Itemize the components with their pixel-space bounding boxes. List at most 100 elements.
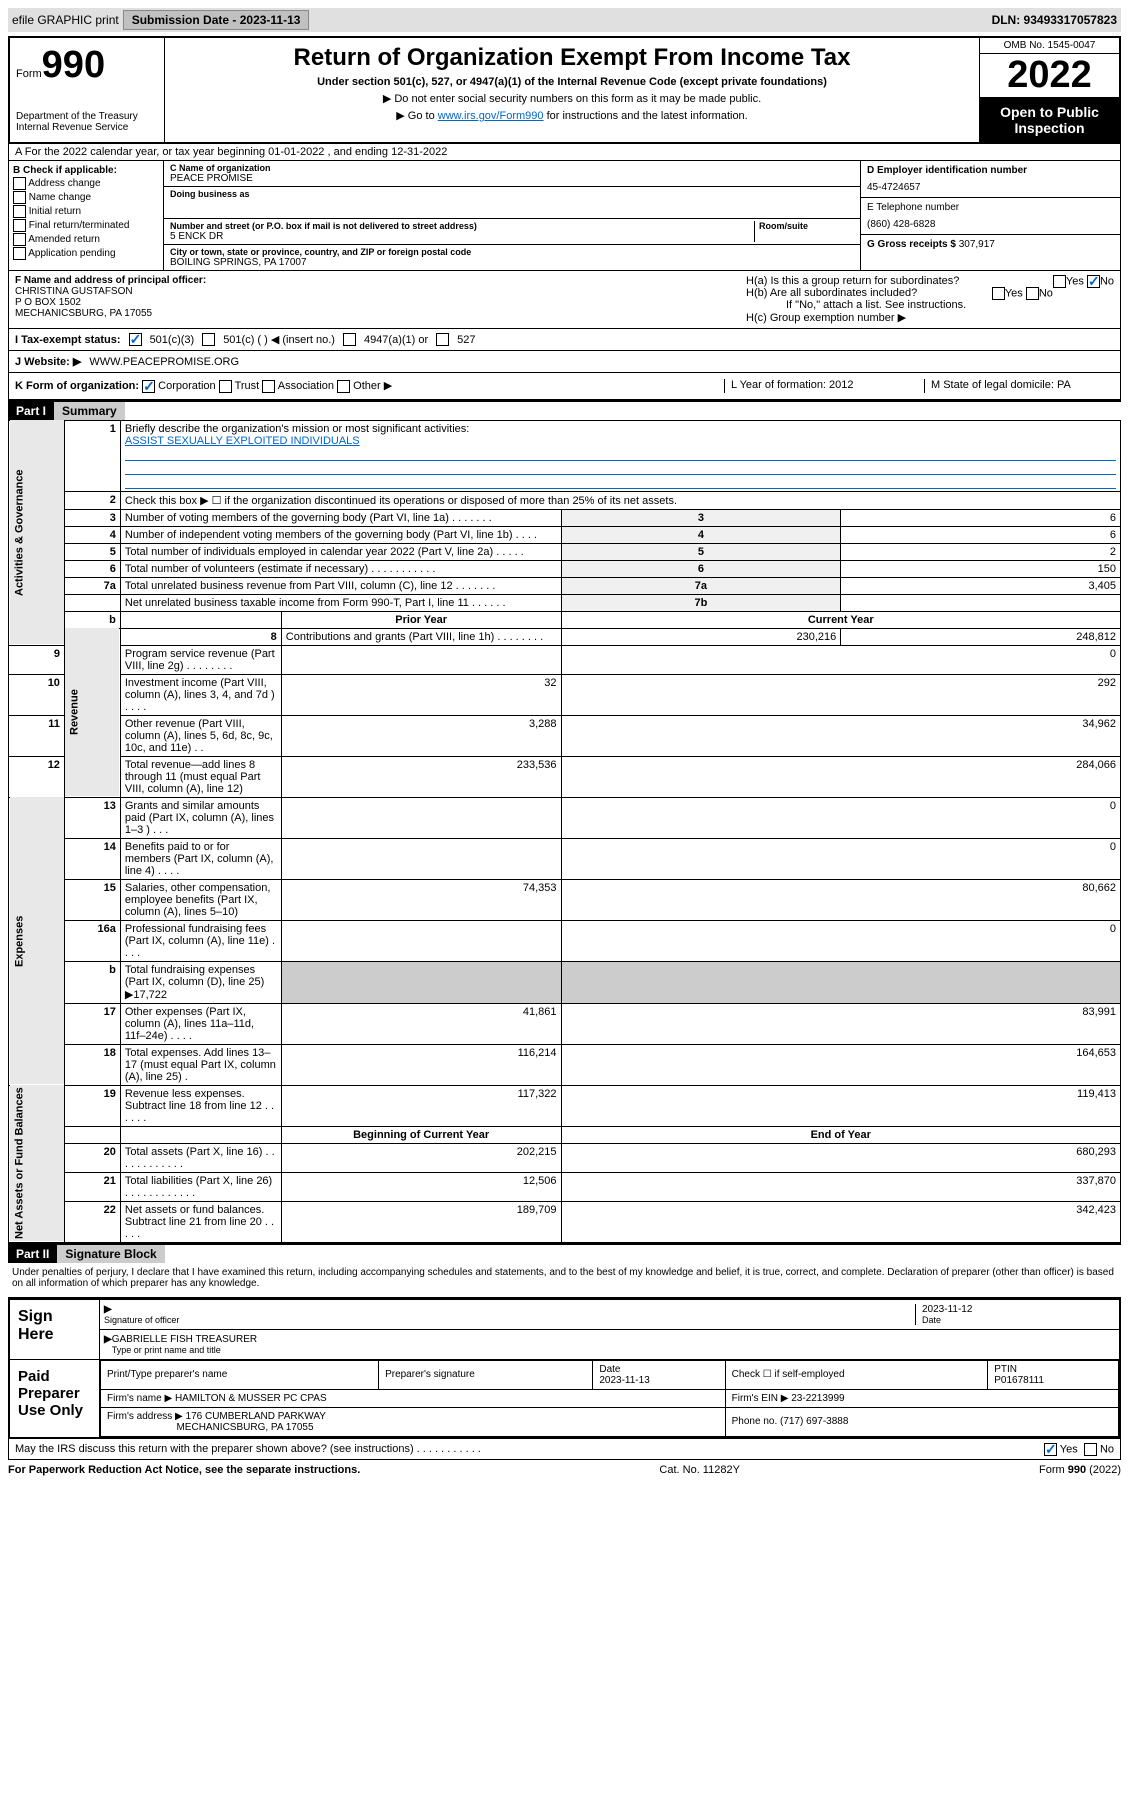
section-b: B Check if applicable: Address change Na… xyxy=(9,161,164,270)
side-rev: Revenue xyxy=(64,628,120,797)
k-assoc-check[interactable] xyxy=(262,380,275,393)
i-501c3-check[interactable] xyxy=(129,333,142,346)
exp-16a-d: Professional fundraising fees (Part IX, … xyxy=(120,920,281,961)
exp-16a-p xyxy=(281,920,561,961)
net-21-c: 337,870 xyxy=(561,1172,1120,1201)
gov-4-l: 4 xyxy=(561,526,841,543)
hb-no[interactable]: No xyxy=(1039,287,1053,299)
side-net: Net Assets or Fund Balances xyxy=(9,1085,65,1242)
officer-name: CHRISTINA GUSTAFSON xyxy=(15,286,734,297)
exp-14-c: 0 xyxy=(561,838,1120,879)
firm-addr2: MECHANICSBURG, PA 17055 xyxy=(176,1422,313,1433)
b-address-change[interactable]: Address change xyxy=(13,177,159,190)
exp-16a-c: 0 xyxy=(561,920,1120,961)
gov-3-v: 6 xyxy=(841,509,1121,526)
instr-2: ▶ Go to www.irs.gov/Form990 for instruct… xyxy=(171,109,973,122)
b-application-pending[interactable]: Application pending xyxy=(13,247,159,260)
c-room-label: Room/suite xyxy=(759,221,854,231)
f-label: F Name and address of principal officer: xyxy=(15,275,734,286)
section-c: C Name of organization PEACE PROMISE Doi… xyxy=(164,161,860,270)
exp-15-p: 74,353 xyxy=(281,879,561,920)
gov-5-d: Total number of individuals employed in … xyxy=(120,543,561,560)
ha-no[interactable]: No xyxy=(1100,275,1114,287)
hc-label: H(c) Group exemption number ▶ xyxy=(746,311,1114,324)
irs-link[interactable]: www.irs.gov/Form990 xyxy=(438,110,544,122)
exp-16b-n: b xyxy=(64,961,120,1003)
i-527: 527 xyxy=(457,334,475,346)
rev-8-c: 248,812 xyxy=(841,628,1121,645)
net-22-n: 22 xyxy=(64,1201,120,1242)
footer-right: Form 990 (2022) xyxy=(1039,1464,1121,1476)
exp-14-p xyxy=(281,838,561,879)
part1-header: Part I xyxy=(8,402,54,420)
ha-yes[interactable]: Yes xyxy=(1066,275,1084,287)
gov-4-v: 6 xyxy=(841,526,1121,543)
exp-14-n: 14 xyxy=(64,838,120,879)
gov-7b-v xyxy=(841,594,1121,611)
discuss-yes: Yes xyxy=(1060,1443,1078,1455)
exp-16b-d: Total fundraising expenses (Part IX, col… xyxy=(120,961,281,1003)
k-trust-check[interactable] xyxy=(219,380,232,393)
prep-check[interactable]: Check ☐ if self-employed xyxy=(725,1360,988,1389)
form-label: Form xyxy=(16,68,42,80)
hdr-current: Current Year xyxy=(561,611,1120,628)
hdr-b: b xyxy=(64,611,120,628)
preparer-table: Print/Type preparer's name Preparer's si… xyxy=(100,1360,1119,1437)
i-501c-check[interactable] xyxy=(202,333,215,346)
section-de: D Employer identification number 45-4724… xyxy=(860,161,1120,270)
b-name-change[interactable]: Name change xyxy=(13,191,159,204)
k-other-check[interactable] xyxy=(337,380,350,393)
net-20-n: 20 xyxy=(64,1143,120,1172)
org-name: PEACE PROMISE xyxy=(170,173,854,184)
top-bar: efile GRAPHIC print Submission Date - 20… xyxy=(8,8,1121,32)
sig-officer-label: Signature of officer xyxy=(104,1315,915,1325)
hdr-end: End of Year xyxy=(561,1126,1120,1143)
officer-addr1: P O BOX 1502 xyxy=(15,297,734,308)
ptin-label: PTIN xyxy=(994,1364,1017,1375)
discuss-no-check[interactable] xyxy=(1084,1443,1097,1456)
net-21-p: 12,506 xyxy=(281,1172,561,1201)
c-name-label: C Name of organization xyxy=(170,163,854,173)
net-20-p: 202,215 xyxy=(281,1143,561,1172)
part2-header: Part II xyxy=(8,1245,57,1263)
instr2-post: for instructions and the latest informat… xyxy=(544,110,748,122)
gov-6-v: 150 xyxy=(841,560,1121,577)
exp-15-n: 15 xyxy=(64,879,120,920)
net-21-d: Total liabilities (Part X, line 26) . . … xyxy=(120,1172,281,1201)
rev-8-p: 230,216 xyxy=(561,628,841,645)
b-initial-return[interactable]: Initial return xyxy=(13,205,159,218)
b-final-return[interactable]: Final return/terminated xyxy=(13,219,159,232)
exp-13-p xyxy=(281,797,561,838)
exp-14-d: Benefits paid to or for members (Part IX… xyxy=(120,838,281,879)
officer-addr2: MECHANICSBURG, PA 17055 xyxy=(15,308,734,319)
submission-date-button[interactable]: Submission Date - 2023-11-13 xyxy=(123,10,310,30)
gov-3-d: Number of voting members of the governin… xyxy=(120,509,561,526)
i-527-check[interactable] xyxy=(436,333,449,346)
exp-19-p: 117,322 xyxy=(281,1085,561,1126)
form-number: 990 xyxy=(42,44,105,86)
gov-3-n: 3 xyxy=(64,509,120,526)
rev-11-d: Other revenue (Part VIII, column (A), li… xyxy=(120,715,281,756)
gov-7a-v: 3,405 xyxy=(841,577,1121,594)
sign-here-label: Sign Here xyxy=(10,1300,100,1359)
exp-17-c: 83,991 xyxy=(561,1003,1120,1044)
side-gov: Activities & Governance xyxy=(9,420,65,645)
discuss-yes-check[interactable] xyxy=(1044,1443,1057,1456)
efile-label: efile GRAPHIC print xyxy=(12,13,119,27)
b-amended-return[interactable]: Amended return xyxy=(13,233,159,246)
exp-18-d: Total expenses. Add lines 13–17 (must eq… xyxy=(120,1044,281,1085)
net-21-n: 21 xyxy=(64,1172,120,1201)
discuss-text: May the IRS discuss this return with the… xyxy=(15,1443,481,1455)
rev-11-c: 34,962 xyxy=(561,715,1120,756)
firm-phone-label: Phone no. xyxy=(732,1416,778,1427)
gov-5-n: 5 xyxy=(64,543,120,560)
k-corp-check[interactable] xyxy=(142,380,155,393)
firm-name: HAMILTON & MUSSER PC CPAS xyxy=(175,1393,327,1404)
hb-yes[interactable]: Yes xyxy=(1005,287,1023,299)
hb-note: If "No," attach a list. See instructions… xyxy=(746,299,1114,311)
sig-date-label: Date xyxy=(922,1315,1115,1325)
rev-9-n: 9 xyxy=(9,645,65,674)
i-4947-check[interactable] xyxy=(343,333,356,346)
rev-10-p: 32 xyxy=(281,674,561,715)
form-header: Form990 Department of the Treasury Inter… xyxy=(8,36,1121,144)
